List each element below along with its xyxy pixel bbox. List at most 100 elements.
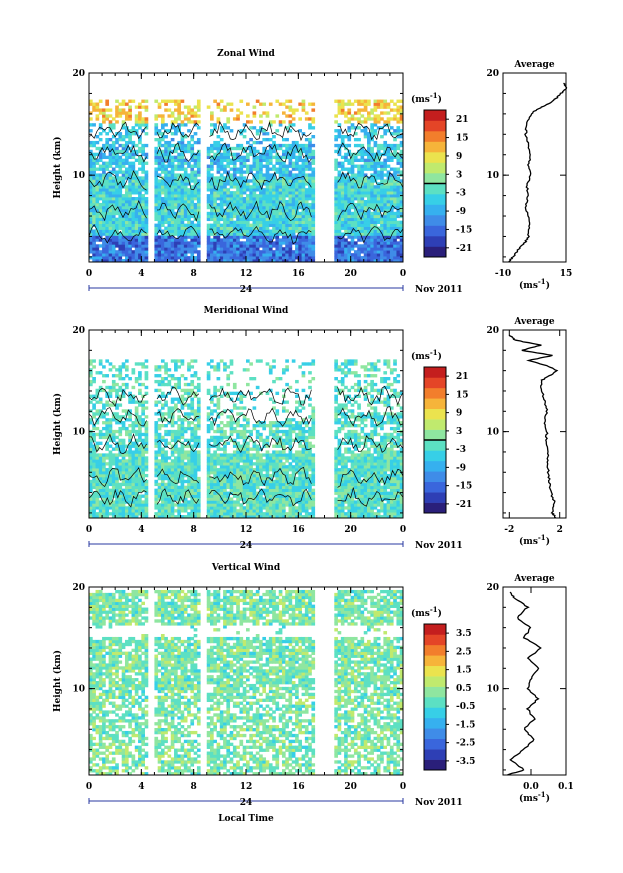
heatmap-cell (311, 108, 316, 112)
heatmap-cell (187, 482, 191, 487)
heatmap-cell (183, 247, 188, 251)
heatmap-cell (187, 506, 191, 510)
heatmap-cell (288, 226, 293, 230)
heatmap-cell (236, 188, 240, 192)
heatmap-cell (396, 259, 401, 263)
heatmap-cell (340, 211, 345, 216)
heatmap-cell (115, 194, 119, 198)
heatmap-cell (301, 105, 306, 109)
heatmap-cell (229, 217, 234, 222)
heatmap-cell (262, 182, 267, 186)
heatmap-cell (193, 444, 198, 448)
heatmap-cell (196, 185, 201, 189)
heatmap-cell (157, 152, 162, 157)
heatmap-cell (272, 250, 276, 254)
heatmap-cell (367, 259, 371, 263)
heatmap-cell (298, 155, 302, 160)
heatmap-cell (295, 161, 299, 165)
heatmap-cell (347, 232, 352, 236)
heatmap-cell (229, 108, 234, 112)
heatmap-cell (121, 465, 126, 469)
heatmap-cell (115, 479, 119, 484)
heatmap-cell (92, 432, 96, 437)
heatmap-cell (164, 217, 168, 222)
heatmap-cell (226, 250, 231, 254)
heatmap-cell (105, 441, 110, 445)
heatmap-cell (138, 140, 142, 145)
heatmap-cell (285, 146, 289, 151)
heatmap-cell (210, 241, 214, 245)
heatmap-cell (268, 197, 273, 201)
heatmap-cell (160, 453, 165, 457)
heatmap-cell (226, 117, 231, 121)
heatmap-cell (363, 108, 368, 112)
heatmap-cell (337, 241, 342, 245)
heatmap-cell (190, 256, 195, 260)
heatmap-cell (213, 182, 217, 186)
heatmap-cell (108, 143, 113, 148)
heatmap-cell (183, 214, 188, 219)
heatmap-cell (115, 412, 119, 416)
heatmap-cell (229, 179, 234, 183)
heatmap-cell (255, 188, 260, 192)
heatmap-cell (337, 111, 342, 115)
heatmap-cell (154, 459, 159, 463)
heatmap-cell (167, 170, 172, 174)
heatmap-cell (138, 259, 142, 263)
heatmap-cell (295, 238, 299, 242)
heatmap-cell (105, 468, 110, 472)
heatmap-cell (367, 114, 371, 118)
heatmap-cell (246, 197, 250, 201)
heatmap-cell (262, 226, 267, 230)
heatmap-cell (134, 438, 139, 443)
heatmap-cell (246, 253, 250, 257)
heatmap-cell (376, 146, 381, 151)
heatmap-cell (193, 123, 198, 127)
heatmap-cell (105, 182, 110, 186)
heatmap-cell (183, 244, 188, 248)
heatmap-cell (301, 149, 306, 154)
heatmap-cell (108, 182, 113, 186)
heatmap-cell (249, 247, 253, 251)
heatmap-cell (301, 194, 306, 198)
heatmap-cell (98, 232, 103, 236)
heatmap-cell (111, 199, 116, 204)
heatmap-cell (89, 211, 93, 216)
heatmap-cell (229, 161, 234, 165)
heatmap-cell (92, 394, 96, 398)
heatmap-cell (291, 182, 296, 186)
heatmap-cell (301, 182, 306, 186)
heatmap-cell (170, 208, 175, 213)
heatmap-cell (183, 377, 188, 381)
heatmap-cell (89, 418, 93, 422)
heatmap-cell (98, 485, 103, 490)
heatmap-cell (376, 158, 381, 162)
heatmap-cell (180, 137, 185, 142)
heatmap-cell (288, 188, 293, 192)
heatmap-cell (389, 220, 394, 225)
heatmap-cell (216, 143, 221, 148)
heatmap-cell (167, 146, 172, 151)
heatmap-cell (131, 229, 136, 233)
heatmap-cell (226, 182, 231, 186)
heatmap-cell (174, 385, 178, 390)
heatmap-cell (164, 377, 168, 381)
heatmap-cell (111, 432, 116, 437)
heatmap-cell (144, 391, 149, 396)
heatmap-cell (229, 146, 234, 151)
heatmap-cell (190, 444, 195, 448)
heatmap-cell (353, 188, 358, 192)
heatmap-cell (167, 223, 172, 227)
heatmap-cell (246, 229, 250, 233)
heatmap-cell (255, 185, 260, 189)
heatmap-cell (170, 453, 175, 457)
heatmap-cell (187, 259, 191, 263)
heatmap-cell (124, 244, 129, 248)
heatmap-cell (389, 250, 394, 254)
heatmap-cell (134, 515, 139, 519)
heatmap-cell (396, 214, 401, 219)
heatmap-cell (105, 359, 110, 363)
heatmap-cell (285, 238, 289, 242)
heatmap-cell (183, 503, 188, 507)
heatmap-cell (177, 447, 181, 451)
